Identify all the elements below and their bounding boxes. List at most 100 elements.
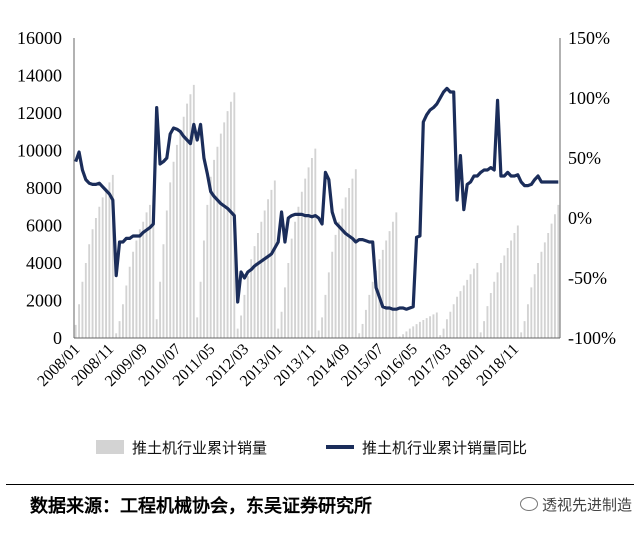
- bar: [283, 287, 286, 339]
- bar: [537, 263, 540, 338]
- bar: [317, 330, 320, 338]
- bar: [405, 331, 408, 338]
- source-note: 数据来源：工程机械协会，东吴证券研究所: [30, 496, 372, 517]
- bar: [209, 176, 212, 338]
- bar: [236, 328, 239, 339]
- bar: [118, 321, 121, 339]
- bar: [489, 293, 492, 338]
- bar: [361, 323, 364, 338]
- left-axis-tick-label: 8000: [26, 178, 62, 198]
- right-axis-tick-label: 100%: [568, 88, 610, 108]
- bar: [398, 336, 401, 338]
- left-axis-tick-label: 0: [53, 328, 62, 348]
- bar: [84, 263, 87, 338]
- bar: [175, 144, 178, 339]
- bar: [145, 212, 148, 339]
- bar: [530, 287, 533, 339]
- bar: [250, 259, 253, 338]
- bar: [553, 214, 556, 338]
- bar: [557, 204, 560, 339]
- right-axis-ticks: -100% -50% 0% 50% 100% 150%: [568, 28, 616, 348]
- bar: [381, 249, 384, 339]
- bar: [310, 158, 313, 338]
- bar: [493, 281, 496, 338]
- bar: [523, 321, 526, 339]
- bar: [435, 312, 438, 338]
- bar: [165, 210, 168, 338]
- bar: [186, 103, 189, 339]
- left-axis-tick-label: 12000: [17, 103, 62, 123]
- right-axis-tick-label: 150%: [568, 28, 610, 48]
- bar: [192, 84, 195, 339]
- bar: [432, 314, 435, 339]
- bar: [246, 276, 249, 339]
- bar: [219, 133, 222, 339]
- legend-bar-label: 推土机行业累计销量: [132, 439, 267, 457]
- bar: [91, 229, 94, 338]
- bar: [344, 197, 347, 339]
- bar: [172, 161, 175, 338]
- right-axis-tick-label: 50%: [568, 148, 601, 168]
- bar: [304, 178, 307, 339]
- bar: [476, 263, 479, 338]
- bar: [152, 195, 155, 338]
- bar: [125, 285, 128, 338]
- left-axis-tick-label: 6000: [26, 216, 62, 236]
- bar: [226, 111, 229, 339]
- right-axis-tick-label: 0%: [568, 208, 592, 228]
- bar: [169, 182, 172, 339]
- bar: [98, 206, 101, 338]
- bar: [388, 231, 391, 339]
- bar: [368, 294, 371, 339]
- bar: [307, 167, 310, 339]
- bar: [206, 204, 209, 339]
- bar: [277, 328, 280, 339]
- bar: [513, 233, 516, 338]
- bar: [334, 234, 337, 339]
- bar: [395, 212, 398, 339]
- bar: [159, 281, 162, 338]
- bar: [449, 311, 452, 338]
- bar: [496, 272, 499, 339]
- bar: [354, 169, 357, 338]
- left-axis-tick-label: 14000: [17, 66, 62, 86]
- legend-line-label: 推土机行业累计销量同比: [362, 439, 527, 457]
- bar: [479, 332, 482, 339]
- bar: [439, 335, 442, 338]
- bar: [196, 317, 199, 339]
- x-axis-ticks: 2008/012008/112009/092010/072011/052012/…: [34, 341, 522, 390]
- bar: [287, 263, 290, 338]
- bar: [526, 304, 529, 338]
- bar: [412, 326, 415, 339]
- bar: [135, 240, 138, 338]
- bar: [385, 240, 388, 338]
- bar: [263, 210, 266, 338]
- footer-divider: [6, 484, 634, 485]
- bar: [216, 146, 219, 338]
- bar: [290, 238, 293, 339]
- axes: [73, 38, 561, 339]
- bar: [148, 204, 151, 339]
- bar: [348, 188, 351, 338]
- left-axis-tick-label: 4000: [26, 253, 62, 273]
- bar: [364, 309, 367, 339]
- bar: [300, 191, 303, 338]
- bar: [331, 251, 334, 338]
- bar: [105, 189, 108, 339]
- bar-series: [74, 84, 560, 339]
- bar: [267, 199, 270, 338]
- bar: [101, 197, 104, 339]
- bar: [533, 274, 536, 338]
- bar: [111, 174, 114, 339]
- bar: [486, 306, 489, 339]
- left-axis-tick-label: 16000: [17, 28, 62, 48]
- legend: 推土机行业累计销量 推土机行业累计销量同比: [96, 439, 527, 457]
- bar: [462, 285, 465, 338]
- bar: [456, 296, 459, 338]
- bar: [371, 281, 374, 338]
- bar: [78, 304, 81, 338]
- wechat-icon: [519, 497, 538, 511]
- bar: [415, 324, 418, 339]
- bar: [540, 251, 543, 338]
- left-axis-ticks: 0 2000 4000 6000 8000 10000 12000 14000 16000: [17, 28, 62, 348]
